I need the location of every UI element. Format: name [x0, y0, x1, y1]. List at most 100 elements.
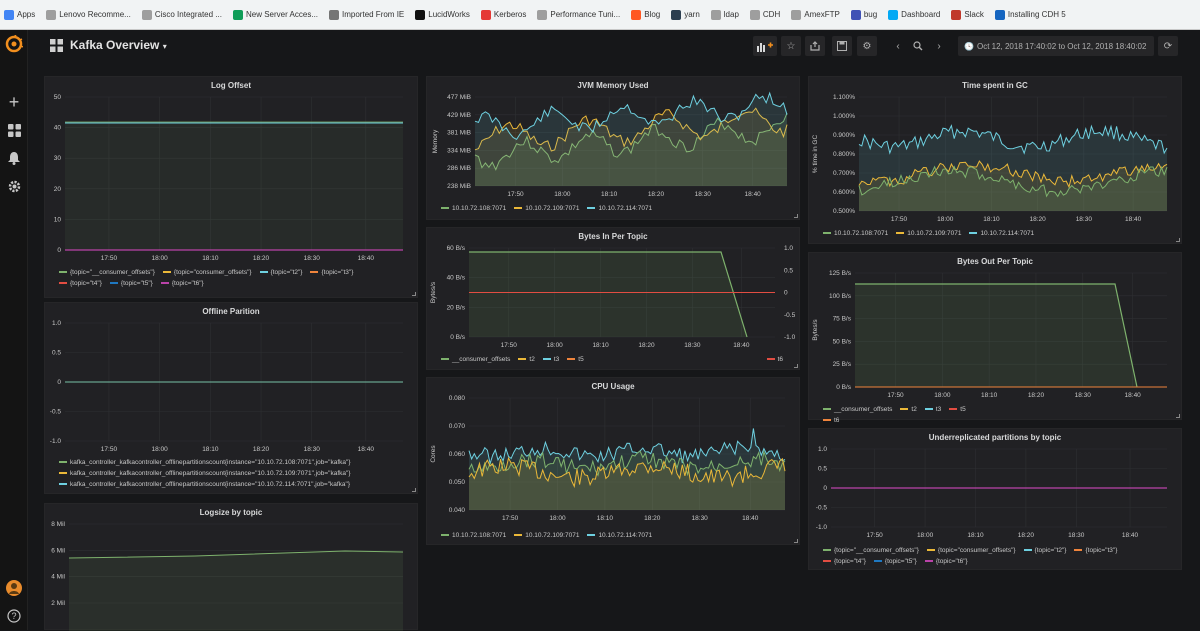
legend-item[interactable]: t3: [924, 404, 941, 415]
legend-label: t6: [834, 417, 840, 424]
y-tick-label: 50 B/s: [833, 338, 852, 345]
settings-gear-icon[interactable]: ⚙: [857, 36, 877, 56]
legend-item[interactable]: {topic="t6"}: [924, 556, 968, 567]
star-icon[interactable]: ☆: [781, 36, 801, 56]
resize-handle[interactable]: [1176, 414, 1180, 418]
panel-time-in-gc[interactable]: Time spent in GC 1.100% 1.000% 0.900% 0.800…: [808, 76, 1182, 244]
share-icon[interactable]: [805, 36, 825, 56]
grafana-logo-icon[interactable]: [4, 34, 24, 54]
dashboard-grid-icon[interactable]: [50, 39, 63, 57]
legend-item[interactable]: t3: [542, 354, 559, 365]
legend-item[interactable]: kafka_controller_kafkacontroller_offline…: [59, 468, 351, 479]
legend-item[interactable]: {topic="t3"}: [310, 267, 353, 278]
x-tick-label: 18:40: [733, 342, 750, 349]
zoom-out-icon[interactable]: [908, 36, 928, 56]
bookmark-item[interactable]: Cisco Integrated ...: [141, 9, 222, 20]
bell-icon[interactable]: [4, 148, 24, 168]
panel-bytes-in[interactable]: Bytes In Per Topic 60 B/s 40 B/s 20 B/s 0 B…: [426, 227, 800, 370]
y-tick-label: 0: [57, 247, 61, 254]
legend-item[interactable]: {topic="t2"}: [259, 267, 302, 278]
bookmark-item[interactable]: ldap: [710, 9, 739, 20]
resize-handle[interactable]: [794, 214, 798, 218]
bookmark-item[interactable]: Blog: [631, 9, 660, 20]
panel-cpu-usage[interactable]: CPU Usage 0.080 0.070 0.060 0.050 0.040 17:50…: [426, 377, 800, 545]
bookmark-item[interactable]: yarn: [671, 9, 700, 20]
series-area: [69, 551, 403, 631]
legend-item[interactable]: {topic="t5"}: [873, 556, 917, 567]
add-panel-button[interactable]: [753, 36, 777, 56]
resize-handle[interactable]: [794, 539, 798, 543]
panel-logsize-by-topic[interactable]: Logsize by topic 8 Mil 6 Mil 4 Mil 2 Mil: [44, 503, 418, 631]
legend-item[interactable]: {topic="t2"}: [1023, 545, 1066, 556]
legend-item[interactable]: {topic="consumer_offsets"}: [926, 545, 1016, 556]
bookmark-item[interactable]: Lenovo Recomme...: [46, 9, 131, 20]
dashboard-title[interactable]: Kafka Overview ▾: [70, 38, 167, 52]
legend-item[interactable]: kafka_controller_kafkacontroller_offline…: [59, 457, 351, 468]
bookmark-item[interactable]: AmexFTP: [791, 9, 840, 20]
legend-item[interactable]: {topic="t3"}: [1074, 545, 1117, 556]
time-range-picker[interactable]: 🕓 Oct 12, 2018 17:40:02 to Oct 12, 2018 1…: [958, 36, 1154, 56]
panel-jvm-memory[interactable]: JVM Memory Used 477 MiB 429 MiB 381 MiB 334…: [426, 76, 800, 220]
legend-item[interactable]: 10.10.72.108:7071: [441, 530, 506, 541]
legend-item[interactable]: {topic="__consumer_offsets"}: [59, 267, 155, 278]
legend-item-right-axis[interactable]: t6: [766, 354, 783, 365]
legend-item[interactable]: {topic="t5"}: [109, 278, 153, 289]
series-line: [474, 112, 788, 171]
legend-item[interactable]: {topic="__consumer_offsets"}: [823, 545, 919, 556]
legend-label: kafka_controller_kafkacontroller_offline…: [70, 470, 351, 477]
legend-item[interactable]: {topic="consumer_offsets"}: [162, 267, 252, 278]
bookmark-item[interactable]: Imported From IE: [329, 9, 404, 20]
legend-label: 10.10.72.109:7071: [907, 230, 962, 237]
legend-item[interactable]: 10.10.72.109:7071: [514, 203, 579, 214]
save-icon[interactable]: [832, 36, 852, 56]
resize-handle[interactable]: [412, 488, 416, 492]
legend-item[interactable]: 10.10.72.114:7071: [587, 530, 652, 541]
legend-label: 10.10.72.114:7071: [598, 205, 653, 212]
bookmark-item[interactable]: Apps: [4, 9, 35, 20]
legend-item[interactable]: __consumer_offsets: [823, 404, 892, 415]
bookmark-item[interactable]: Kerberos: [480, 9, 526, 20]
avatar[interactable]: [4, 578, 24, 598]
legend-item[interactable]: 10.10.72.114:7071: [587, 203, 652, 214]
add-icon[interactable]: +: [8, 91, 20, 112]
bookmark-item[interactable]: CDH: [749, 9, 780, 20]
legend-item[interactable]: 10.10.72.108:7071: [823, 228, 888, 239]
legend-item[interactable]: t5: [567, 354, 584, 365]
legend-item[interactable]: 10.10.72.109:7071: [514, 530, 579, 541]
legend-item[interactable]: t6: [823, 415, 839, 426]
dashboards-icon[interactable]: [4, 120, 24, 140]
legend-item[interactable]: t2: [518, 354, 535, 365]
bookmark-item[interactable]: Performance Tuni...: [537, 9, 620, 20]
legend-label: {topic="t6"}: [935, 558, 968, 565]
bookmark-item[interactable]: bug: [850, 9, 877, 20]
refresh-icon[interactable]: ⟳: [1158, 36, 1178, 56]
chevron-right-icon[interactable]: ›: [937, 40, 941, 52]
legend-item[interactable]: 10.10.72.108:7071: [441, 203, 506, 214]
legend-item[interactable]: 10.10.72.109:7071: [896, 228, 961, 239]
resize-handle[interactable]: [412, 292, 416, 296]
panel-log-offset[interactable]: Log Offset 50 40 30 20 10 0 17:50 18:00 18:10 18:…: [44, 76, 418, 298]
y-tick-label: 2 Mil: [51, 600, 65, 607]
gear-icon[interactable]: [4, 176, 24, 196]
bookmark-item[interactable]: Dashboard: [888, 9, 940, 20]
resize-handle[interactable]: [1176, 238, 1180, 242]
bytes-out-chart: 125 B/s 100 B/s 75 B/s 50 B/s 25 B/s 0 B/s 17:…: [812, 270, 1167, 399]
legend-item[interactable]: {topic="t4"}: [59, 278, 102, 289]
legend-item[interactable]: __consumer_offsets: [441, 354, 510, 365]
panel-offline-partition[interactable]: Offline Parition 1.0 0.5 0 -0.5 -1.0 17:50 18:…: [44, 302, 418, 494]
legend-item[interactable]: {topic="t4"}: [823, 556, 866, 567]
legend-item[interactable]: kafka_controller_kafkacontroller_offline…: [59, 479, 350, 490]
legend-item[interactable]: 10.10.72.114:7071: [969, 228, 1034, 239]
bookmark-item[interactable]: LucidWorks: [415, 9, 470, 20]
bookmark-item[interactable]: Slack: [951, 9, 984, 20]
legend-item[interactable]: t2: [900, 404, 917, 415]
bookmark-item[interactable]: Installing CDH 5: [994, 9, 1066, 20]
help-icon[interactable]: ?: [4, 606, 24, 626]
legend-item[interactable]: t5: [949, 404, 966, 415]
resize-handle[interactable]: [794, 364, 798, 368]
chevron-left-icon[interactable]: ‹: [896, 40, 900, 52]
legend-item[interactable]: {topic="t6"}: [160, 278, 204, 289]
bookmark-item[interactable]: New Server Acces...: [232, 9, 318, 20]
panel-underreplicated[interactable]: Underreplicated partitions by topic 1.0 0…: [808, 428, 1182, 570]
panel-bytes-out[interactable]: Bytes Out Per Topic 125 B/s 100 B/s 75 B/s…: [808, 252, 1182, 424]
